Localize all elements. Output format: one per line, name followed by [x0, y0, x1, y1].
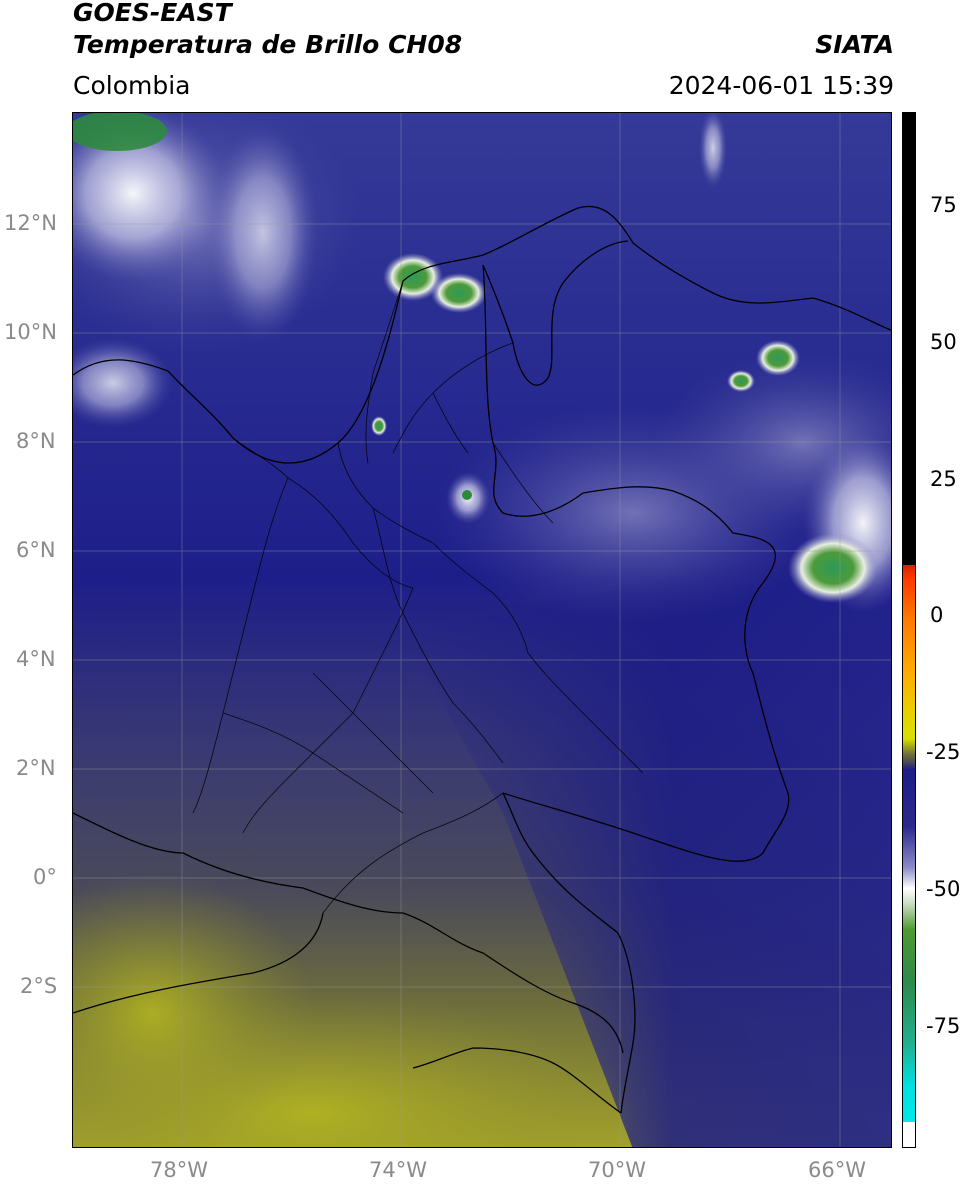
lat-tick-label: 8°N [16, 429, 56, 453]
antioquia-cell [371, 416, 387, 436]
satellite-map [72, 112, 892, 1148]
map-canvas [73, 113, 891, 1147]
colorbar-tick-label: 75 [930, 193, 957, 217]
lat-tick-label: 10°N [4, 320, 57, 344]
lat-tick-label: 2°N [16, 756, 56, 780]
colorbar [902, 112, 916, 1148]
nw-cold-cloud-top [73, 113, 167, 151]
lon-tick-label: 78°W [150, 1158, 208, 1182]
colorbar-tick-label: -75 [926, 1014, 961, 1038]
datetime-label: 2024-06-01 15:39 [668, 71, 894, 100]
colorbar-tick-label: 50 [930, 330, 957, 354]
lat-tick-label: 6°N [16, 538, 56, 562]
agency-label: SIATA [815, 30, 894, 59]
colorbar-tick-label: 0 [930, 603, 944, 627]
ecuador-warm-region [73, 873, 313, 1147]
east-dark-region [403, 533, 891, 1147]
pacific-cloud [73, 338, 173, 428]
lon-tick-label: 70°W [588, 1158, 646, 1182]
east-convective-cell [788, 533, 878, 603]
sierra-nevada-cell [383, 253, 443, 301]
title-line-2: Temperatura de Brillo CH08 [73, 30, 463, 59]
title-line-1: GOES-EAST [73, 0, 232, 27]
colorbar-tick-label: 25 [930, 467, 957, 491]
guajira-cell [431, 273, 487, 313]
lat-tick-label: 2°S [20, 974, 58, 998]
department-borders [192, 280, 644, 914]
graticule [73, 113, 891, 1147]
santander-cell-core [462, 490, 472, 500]
lat-tick-label: 4°N [16, 647, 56, 671]
region-label: Colombia [73, 71, 191, 100]
caribbean-streak [699, 113, 727, 188]
nw-cloud-streak [208, 123, 318, 343]
venezuela-small-cell [727, 370, 755, 392]
colorbar-tick-label: -50 [926, 877, 961, 901]
country-borders [73, 205, 891, 1114]
lat-tick-label: 0° [33, 865, 57, 889]
lat-tick-label: 12°N [4, 211, 57, 235]
venezuela-convective-cell [756, 340, 800, 376]
nw-cloud-band [73, 113, 228, 283]
colorbar-tick-label: -25 [926, 740, 961, 764]
lon-tick-label: 66°W [808, 1158, 866, 1182]
lon-tick-label: 74°W [369, 1158, 427, 1182]
